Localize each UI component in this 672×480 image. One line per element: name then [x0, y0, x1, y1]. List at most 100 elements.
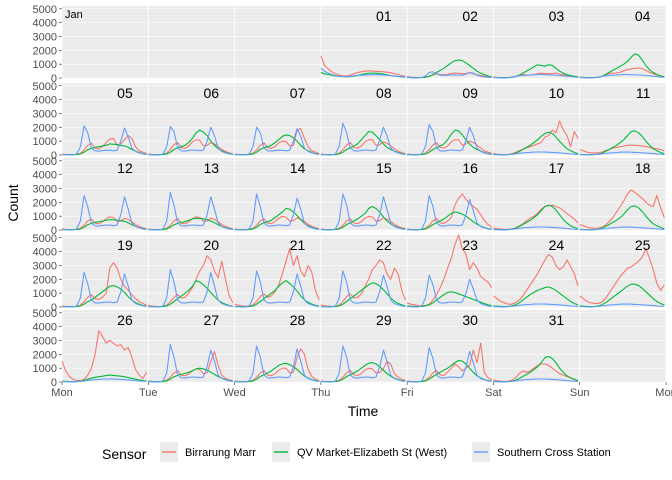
day-label: 12 — [117, 160, 133, 176]
day-label: 09 — [462, 85, 478, 101]
y-tick-label: 0 — [51, 73, 57, 85]
day-label: 23 — [462, 237, 478, 253]
week-panel — [62, 6, 666, 78]
series-line-day-03 — [493, 73, 579, 79]
day-label: 25 — [635, 237, 651, 253]
series-line-day-26 — [61, 378, 147, 383]
y-tick-label: 1000 — [33, 59, 57, 71]
x-tick-label: Sun — [570, 387, 590, 399]
day-label: 26 — [117, 312, 133, 328]
x-tick-label: Mon — [51, 387, 72, 399]
grid-lines — [61, 6, 667, 383]
series-line-day-22 — [320, 270, 406, 308]
series-line-day-04 — [579, 73, 665, 79]
series-line-day-11 — [579, 151, 665, 156]
y-tick-label: 3000 — [33, 183, 57, 195]
y-axis: 0100020003000400050000100020003000400050… — [33, 4, 62, 389]
series-line-day-31 — [493, 378, 579, 383]
series-line-day-21 — [234, 270, 320, 308]
series-line-day-27 — [148, 344, 233, 383]
series-line-day-17 — [493, 226, 579, 231]
legend: Sensor Birrarung Marr QV Market-Elizabeth… — [102, 442, 611, 462]
day-label: 29 — [376, 312, 392, 328]
series-line-day-11 — [579, 144, 665, 154]
y-tick-label: 1000 — [33, 136, 57, 148]
x-tick-label: Sat — [485, 387, 502, 399]
day-label: 21 — [290, 237, 306, 253]
day-label: 30 — [462, 312, 478, 328]
y-tick-label: 3000 — [33, 260, 57, 272]
y-tick-label: 1000 — [33, 211, 57, 223]
y-tick-label: 3000 — [33, 108, 57, 120]
day-label: 10 — [549, 85, 565, 101]
x-tick-label: Fri — [401, 387, 414, 399]
x-tick-label: Wed — [223, 387, 245, 399]
legend-label: Birrarung Marr — [185, 447, 256, 459]
day-label: 20 — [203, 237, 219, 253]
legend-label: Southern Cross Station — [497, 447, 611, 459]
day-label: 28 — [290, 312, 306, 328]
series-line-day-12 — [61, 194, 147, 231]
series-line-day-25 — [579, 303, 665, 308]
series-southern-cross-station — [61, 67, 665, 383]
y-tick-label: 4000 — [33, 170, 57, 182]
series-line-day-05 — [61, 125, 147, 156]
y-tick-label: 2000 — [33, 45, 57, 57]
x-tick-label: Tue — [139, 387, 158, 399]
day-label: 19 — [117, 237, 133, 253]
day-label: 03 — [549, 8, 565, 24]
y-tick-label: 4000 — [33, 95, 57, 107]
y-tick-label: 5000 — [33, 233, 57, 245]
y-tick-label: 0 — [51, 150, 57, 162]
y-tick-label: 1000 — [33, 363, 57, 375]
y-tick-label: 5000 — [33, 81, 57, 93]
y-tick-label: 4000 — [33, 18, 57, 30]
y-tick-label: 0 — [51, 302, 57, 314]
plot-area — [62, 6, 666, 382]
legend-label: QV Market-Elizabeth St (West) — [297, 447, 447, 459]
legend-item: Southern Cross Station — [472, 442, 611, 462]
day-label: 31 — [549, 312, 565, 328]
y-tick-label: 2000 — [33, 274, 57, 286]
day-label: 08 — [376, 85, 392, 101]
y-tick-label: 4000 — [33, 247, 57, 259]
series-lines — [61, 53, 665, 383]
x-tick-label: Mon — [655, 387, 672, 399]
day-label: 16 — [462, 160, 478, 176]
y-axis-title: Count — [5, 184, 21, 221]
day-label: 24 — [549, 237, 565, 253]
day-label: 17 — [549, 160, 565, 176]
series-line-day-15 — [320, 193, 406, 231]
day-label: 01 — [376, 8, 392, 24]
series-line-day-30 — [407, 346, 492, 383]
y-tick-label: 0 — [51, 225, 57, 237]
series-line-day-09 — [407, 123, 492, 156]
day-label: 13 — [203, 160, 219, 176]
day-label: 05 — [117, 85, 133, 101]
series-line-day-08 — [320, 122, 406, 156]
y-tick-label: 2000 — [33, 197, 57, 209]
week-panel — [62, 235, 666, 307]
series-line-day-19 — [61, 271, 147, 308]
series-line-day-24 — [493, 253, 579, 305]
x-axis: Mon Tue Wed Thu Fri Sat Sun Mon — [51, 382, 672, 399]
series-line-day-02 — [407, 71, 492, 79]
day-labels: 01 02 03 04 05 06 07 08 09 10 11 12 13 14 15 16 17 18 19 20… — [65, 8, 651, 328]
legend-item: QV Market-Elizabeth St (West) — [272, 442, 447, 462]
series-line-day-28 — [234, 345, 320, 383]
day-label: 04 — [635, 8, 651, 24]
y-tick-label: 2000 — [33, 122, 57, 134]
y-tick-label: 5000 — [33, 156, 57, 168]
legend-item: Birrarung Marr — [160, 442, 256, 462]
day-label: 15 — [376, 160, 392, 176]
legend-title: Sensor — [102, 446, 147, 462]
y-tick-label: 3000 — [33, 335, 57, 347]
day-label: 02 — [462, 8, 478, 24]
series-line-day-06 — [148, 126, 233, 156]
y-tick-label: 5000 — [33, 308, 57, 320]
series-line-day-25 — [579, 248, 665, 305]
week-panel — [62, 83, 666, 155]
week-panel — [62, 158, 666, 230]
y-tick-label: 2000 — [33, 349, 57, 361]
